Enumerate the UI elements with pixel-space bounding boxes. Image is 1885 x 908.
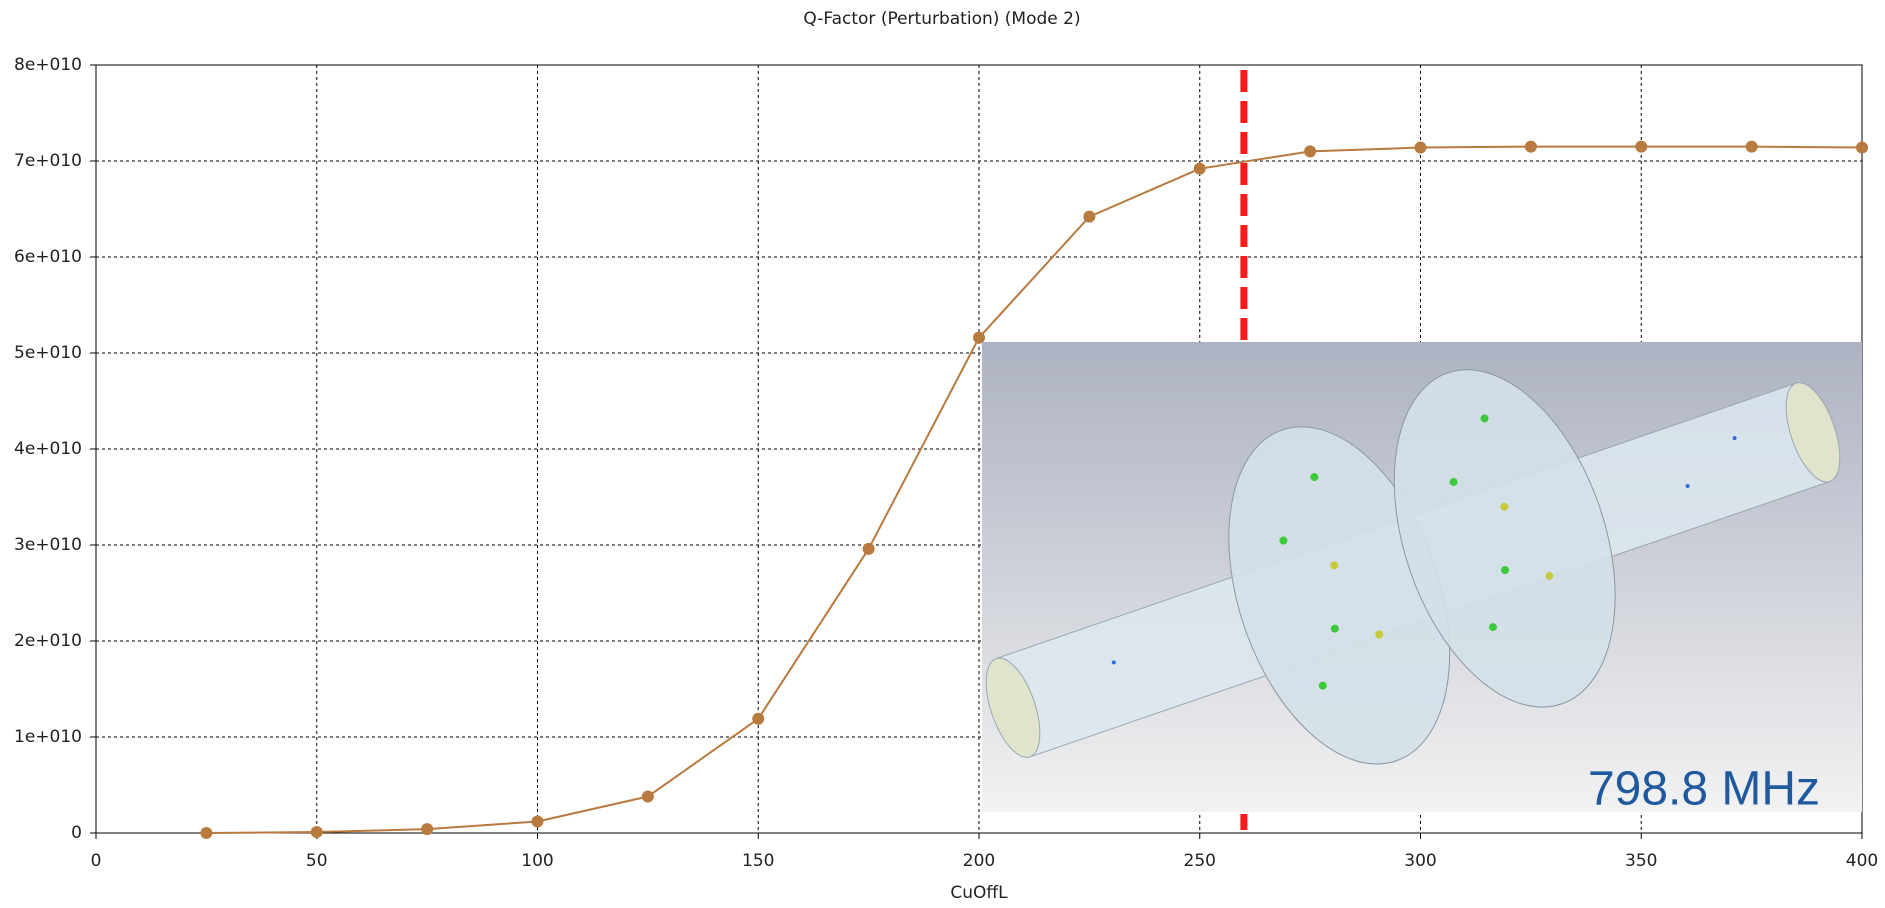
data-point	[1415, 142, 1427, 154]
y-tick-label: 6e+010	[14, 247, 82, 267]
data-point	[1525, 141, 1537, 153]
x-tick-label: 300	[1404, 851, 1436, 871]
y-tick-label: 7e+010	[14, 151, 82, 171]
y-tick-label: 5e+010	[14, 343, 82, 363]
data-point	[1856, 142, 1868, 154]
data-point	[642, 791, 654, 803]
chart-title: Q-Factor (Perturbation) (Mode 2)	[803, 9, 1080, 29]
y-tick-label: 1e+010	[14, 727, 82, 747]
data-point	[863, 543, 875, 555]
x-tick-label: 50	[306, 851, 328, 871]
data-point	[973, 332, 985, 344]
y-tick-label: 4e+010	[14, 439, 82, 459]
inset-label: 798.8 MHz	[1588, 763, 1820, 816]
data-point	[532, 815, 544, 827]
y-tick-label: 8e+010	[14, 55, 82, 75]
y-tick-label: 0	[71, 823, 82, 843]
x-axis-label: CuOffL	[950, 883, 1008, 903]
data-point	[200, 827, 212, 839]
data-point	[311, 826, 323, 838]
y-tick-label: 3e+010	[14, 535, 82, 555]
x-tick-label: 250	[1184, 851, 1216, 871]
y-tick-label: 2e+010	[14, 631, 82, 651]
chart: Q-Factor (Perturbation) (Mode 2) CuOffL …	[0, 0, 1885, 908]
x-tick-label: 0	[91, 851, 102, 871]
x-tick-label: 200	[963, 851, 995, 871]
data-point	[1194, 163, 1206, 175]
data-point	[752, 713, 764, 725]
data-point	[1746, 141, 1758, 153]
x-tick-label: 400	[1846, 851, 1878, 871]
data-point	[1304, 145, 1316, 157]
x-tick-label: 100	[521, 851, 553, 871]
data-point	[1635, 141, 1647, 153]
x-tick-label: 350	[1625, 851, 1657, 871]
x-tick-label: 150	[742, 851, 774, 871]
data-point	[421, 823, 433, 835]
data-point	[1083, 211, 1095, 223]
inset: 798.8 MHz	[935, 260, 1885, 881]
